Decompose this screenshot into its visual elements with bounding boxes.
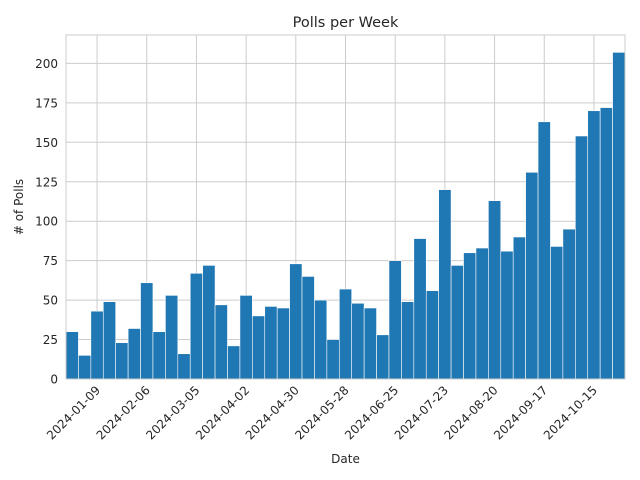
- bar: [78, 355, 92, 380]
- bar: [599, 107, 613, 380]
- bar: [140, 282, 154, 380]
- bar: [264, 306, 278, 380]
- y-tick-label: 50: [43, 294, 58, 308]
- bar: [438, 189, 452, 380]
- bar: [102, 301, 116, 380]
- y-tick-label: 150: [35, 136, 58, 150]
- bar: [115, 342, 129, 380]
- bar: [525, 171, 539, 380]
- bar: [239, 295, 253, 380]
- bar: [550, 246, 564, 380]
- bar: [450, 265, 464, 380]
- bar: [562, 228, 576, 380]
- bar: [301, 276, 315, 380]
- bar: [376, 334, 390, 380]
- bar: [401, 301, 415, 380]
- plot-frame: [65, 34, 626, 380]
- bar: [227, 345, 241, 380]
- bar: [338, 288, 353, 380]
- bar: [152, 331, 166, 380]
- bar: [612, 52, 626, 380]
- y-tick-label: 125: [35, 175, 58, 189]
- y-tick-label: 100: [35, 215, 58, 229]
- bars: [65, 52, 626, 380]
- y-tick-labels: 0 25 50 75 100 125 150 175 200: [35, 57, 58, 387]
- bar: [189, 272, 203, 380]
- bar: [177, 353, 191, 380]
- bar: [363, 307, 377, 380]
- bar: [276, 307, 290, 380]
- bar: [587, 110, 601, 380]
- bar: [388, 260, 402, 380]
- bar: [475, 247, 489, 380]
- bar: [463, 252, 477, 380]
- chart-title: Polls per Week: [293, 15, 399, 31]
- y-tick-label: 0: [50, 373, 58, 387]
- bar: [165, 295, 179, 380]
- bar: [351, 302, 365, 380]
- bar: [425, 290, 439, 380]
- bar: [537, 121, 551, 380]
- bar: [127, 328, 141, 380]
- bar: [500, 250, 514, 380]
- y-tick-label: 200: [35, 57, 58, 71]
- x-tick-labels: 2024-01-092024-02-062024-03-052024-04-02…: [44, 383, 600, 442]
- y-tick-label: 175: [35, 96, 58, 110]
- bar: [314, 299, 328, 380]
- y-tick-label: 25: [43, 333, 58, 347]
- y-axis-label: # of Polls: [12, 179, 26, 235]
- bar: [289, 263, 303, 380]
- y-tick-label: 75: [43, 254, 58, 268]
- bar: [413, 238, 427, 380]
- bar: [575, 135, 589, 380]
- bar: [214, 304, 228, 380]
- x-tick-label: 2024-10-15: [541, 383, 600, 442]
- bar: [512, 236, 526, 380]
- bar: [326, 339, 340, 380]
- bar: [90, 310, 104, 380]
- x-axis-label: Date: [331, 452, 360, 466]
- bar: [252, 315, 266, 380]
- bar: [488, 200, 502, 380]
- bar: [65, 331, 79, 380]
- bar: [202, 265, 216, 380]
